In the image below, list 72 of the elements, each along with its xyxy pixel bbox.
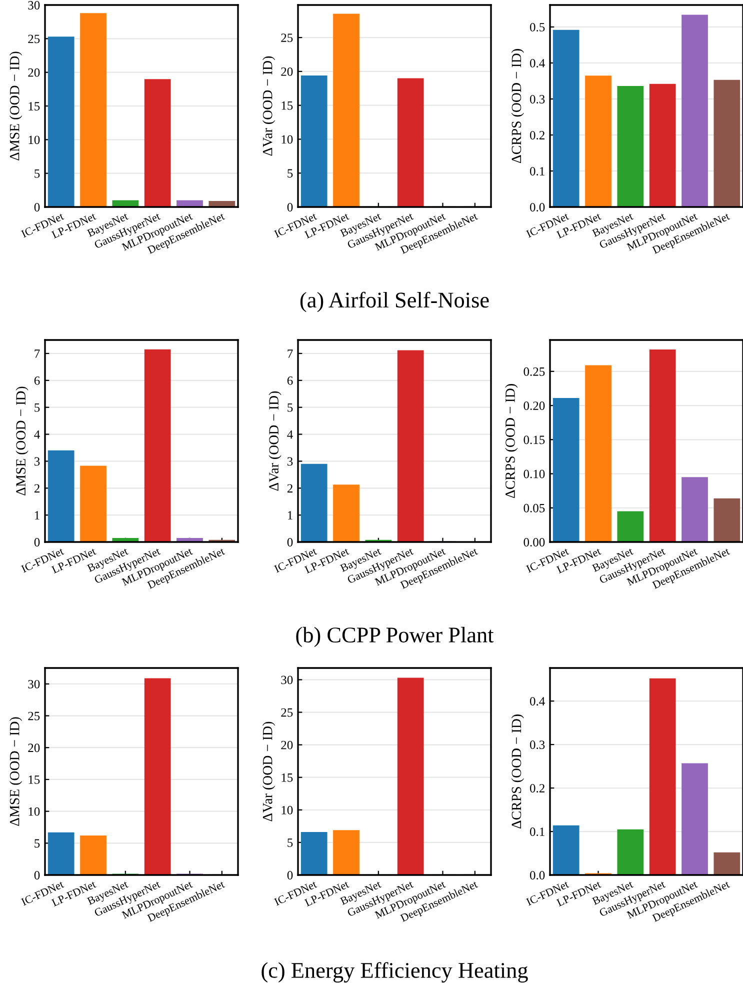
text: (c) Energy Efficiency Heating: [262, 962, 528, 983]
y-tick-label: 20: [281, 67, 293, 76]
y-tick-label: 30: [28, 680, 40, 688]
y-axis-title: ΔMSE (OOD − ID): [9, 717, 22, 826]
y-tick-label: 0.0: [530, 203, 545, 212]
y-tick-label: 20: [28, 68, 40, 77]
y-axis-title: ΔMSE (OOD − ID): [9, 52, 22, 160]
y-tick-label: 30: [28, 1, 40, 10]
y-tick-label: 4: [287, 430, 293, 439]
y-tick-label: 25: [281, 34, 293, 42]
y-tick-label: 0.05: [524, 504, 545, 512]
y-tick-label: 0.1: [530, 828, 544, 836]
y-tick-label: 5: [288, 169, 293, 178]
y-tick-label: 15: [28, 776, 40, 784]
y-tick-label: 6: [287, 376, 293, 385]
y-tick-label: 0.20: [524, 402, 545, 410]
text: (a) Airfoil Self-Noise: [300, 292, 489, 312]
y-tick-label: 0.00: [524, 538, 545, 547]
y-tick-label: 0: [287, 203, 293, 212]
y-tick-label: 25: [281, 708, 293, 717]
y-tick-label: 1: [34, 511, 40, 520]
y-axis-title: ΔMSE (OOD − ID): [16, 386, 28, 496]
y-tick-label: 10: [282, 135, 293, 144]
y-tick-label: 3: [287, 457, 293, 466]
y-tick-label: 3: [34, 457, 40, 466]
y-tick-label: 15: [282, 773, 293, 782]
y-tick-label: 7: [288, 350, 293, 358]
y-tick-label: 0: [34, 203, 40, 212]
y-tick-label: 0.3: [530, 740, 545, 750]
y-tick-label: 5: [34, 403, 40, 412]
y-tick-label: 10: [28, 807, 40, 816]
y-tick-label: 0.2: [530, 131, 544, 140]
y-tick-label: 25: [28, 34, 40, 44]
y-tick-label: 0: [34, 538, 40, 546]
y-tick-label: 25: [28, 712, 40, 720]
y-tick-label: 20: [281, 740, 293, 750]
y-tick-label: 10: [28, 136, 40, 144]
y-tick-label: 0: [287, 538, 293, 546]
y-tick-label: 0.15: [524, 436, 545, 444]
y-tick-label: 0: [287, 871, 293, 880]
y-tick-label: 4: [34, 430, 40, 439]
y-tick-label: 0.4: [530, 58, 545, 68]
y-tick-label: 30: [281, 676, 293, 684]
y-tick-label: 7: [34, 350, 40, 358]
y-tick-label: 15: [28, 102, 40, 110]
y-axis-title: ΔVar (OOD − ID): [268, 391, 282, 491]
y-axis-title: ΔCRPS (OOD − ID): [505, 384, 518, 498]
y-axis-title: ΔVar (OOD − ID): [262, 56, 276, 156]
y-tick-label: 5: [288, 403, 293, 412]
y-tick-label: 0.10: [524, 470, 545, 478]
y-tick-label: 15: [282, 101, 293, 110]
y-tick-label: 0.4: [530, 697, 545, 706]
y-tick-label: 0.25: [524, 367, 545, 376]
y-axis-title: ΔCRPS (OOD − ID): [511, 49, 524, 164]
y-tick-label: 10: [282, 806, 293, 814]
y-tick-label: 2: [287, 484, 292, 492]
y-tick-label: 0.0: [530, 871, 545, 880]
y-axis-title: ΔVar (OOD − ID): [262, 722, 276, 822]
y-tick-label: 0.5: [530, 22, 545, 32]
y-tick-label: 5: [288, 838, 293, 847]
y-tick-label: 0.2: [530, 784, 544, 793]
y-tick-label: 6: [34, 376, 40, 385]
y-tick-label: 0: [34, 871, 40, 880]
y-tick-label: 5: [34, 169, 40, 178]
y-tick-label: 1: [288, 511, 292, 520]
y-tick-label: 0.1: [530, 167, 544, 176]
y-axis-title: ΔCRPS (OOD − ID): [511, 714, 524, 829]
text: (b) CCPP Power Plant: [296, 626, 494, 648]
y-tick-label: 20: [28, 744, 40, 752]
y-tick-label: 2: [34, 484, 40, 492]
y-tick-label: 5: [34, 839, 40, 848]
y-tick-label: 0.3: [530, 95, 545, 104]
